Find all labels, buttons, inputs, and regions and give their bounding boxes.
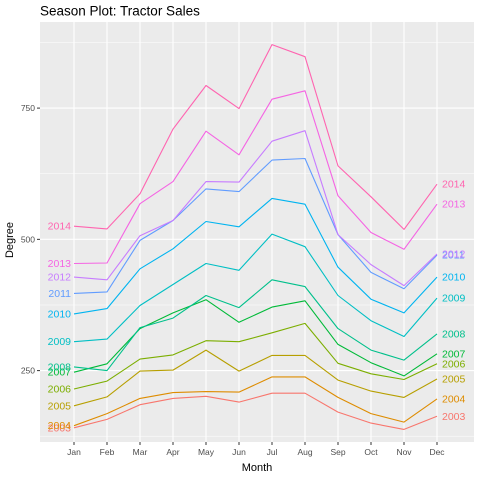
series-start-label-2006: 2006 [48,383,72,395]
series-start-label-2013: 2013 [48,258,72,270]
x-tick-label: Apr [166,447,179,457]
series-start-label-2012: 2012 [48,272,72,284]
series-start-label-2004: 2004 [48,420,72,432]
series-end-label-2010: 2010 [442,272,466,284]
x-tick-label: May [198,447,215,457]
series-line-2013 [73,90,438,265]
series-end-label-2009: 2009 [442,293,466,305]
series-start-label-2011: 2011 [48,288,71,300]
series-line-2004 [73,376,438,427]
series-line-2010 [73,197,438,315]
series-line-2014 [73,44,438,230]
series-line-2003 [73,392,438,430]
y-axis-title: Degree [4,222,16,258]
series-lines [73,44,438,430]
series-end-label-2006: 2006 [442,358,466,370]
series-end-label-2012: 2012 [442,249,466,261]
series-end-label-2007: 2007 [442,348,466,360]
x-axis-title: Month [242,462,273,474]
series-line-2011 [73,157,438,294]
series-start-label-2007: 2007 [48,367,72,379]
x-tick-label: Dec [429,447,445,457]
series-start-label-2009: 2009 [48,336,72,348]
series-end-label-2003: 2003 [442,411,466,423]
series-line-2006 [73,322,438,390]
series-end-label-2005: 2005 [442,374,466,386]
y-tick-label: 250 [21,366,35,376]
series-start-label-2003: 2003 [48,422,72,434]
x-tick-label: Sep [330,447,345,457]
axes: 250 500 750 Jan Feb Mar Apr May Jun Jul Aug Sep Oct N… [21,103,445,457]
y-tick-label: 500 [21,234,35,244]
x-tick-label: Jun [232,447,246,457]
x-tick-label: Nov [396,447,412,457]
chart-title: Season Plot: Tractor Sales [40,4,200,19]
series-line-2008 [73,279,438,372]
series-end-label-2011: 2011 [442,250,465,262]
series-labels: 2003200320042004200520052006200620072007… [48,179,466,435]
plot-panel [40,22,474,442]
series-end-label-2014: 2014 [442,179,466,191]
series-line-2012 [73,130,438,287]
series-end-label-2008: 2008 [442,328,466,340]
x-tick-label: Oct [364,447,378,457]
series-start-label-2008: 2008 [48,361,72,373]
series-start-label-2005: 2005 [48,400,72,412]
y-tick-label: 750 [21,103,35,113]
series-line-2005 [73,349,438,407]
series-end-label-2004: 2004 [442,393,466,405]
x-tick-label: Feb [100,447,115,457]
series-line-2009 [73,233,438,343]
series-start-label-2014: 2014 [48,221,72,233]
x-tick-label: Aug [297,447,312,457]
x-tick-label: Jan [67,447,81,457]
series-end-label-2013: 2013 [442,199,466,211]
x-tick-label: Mar [133,447,148,457]
series-start-label-2010: 2010 [48,308,72,320]
x-tick-label: Jul [267,447,278,457]
